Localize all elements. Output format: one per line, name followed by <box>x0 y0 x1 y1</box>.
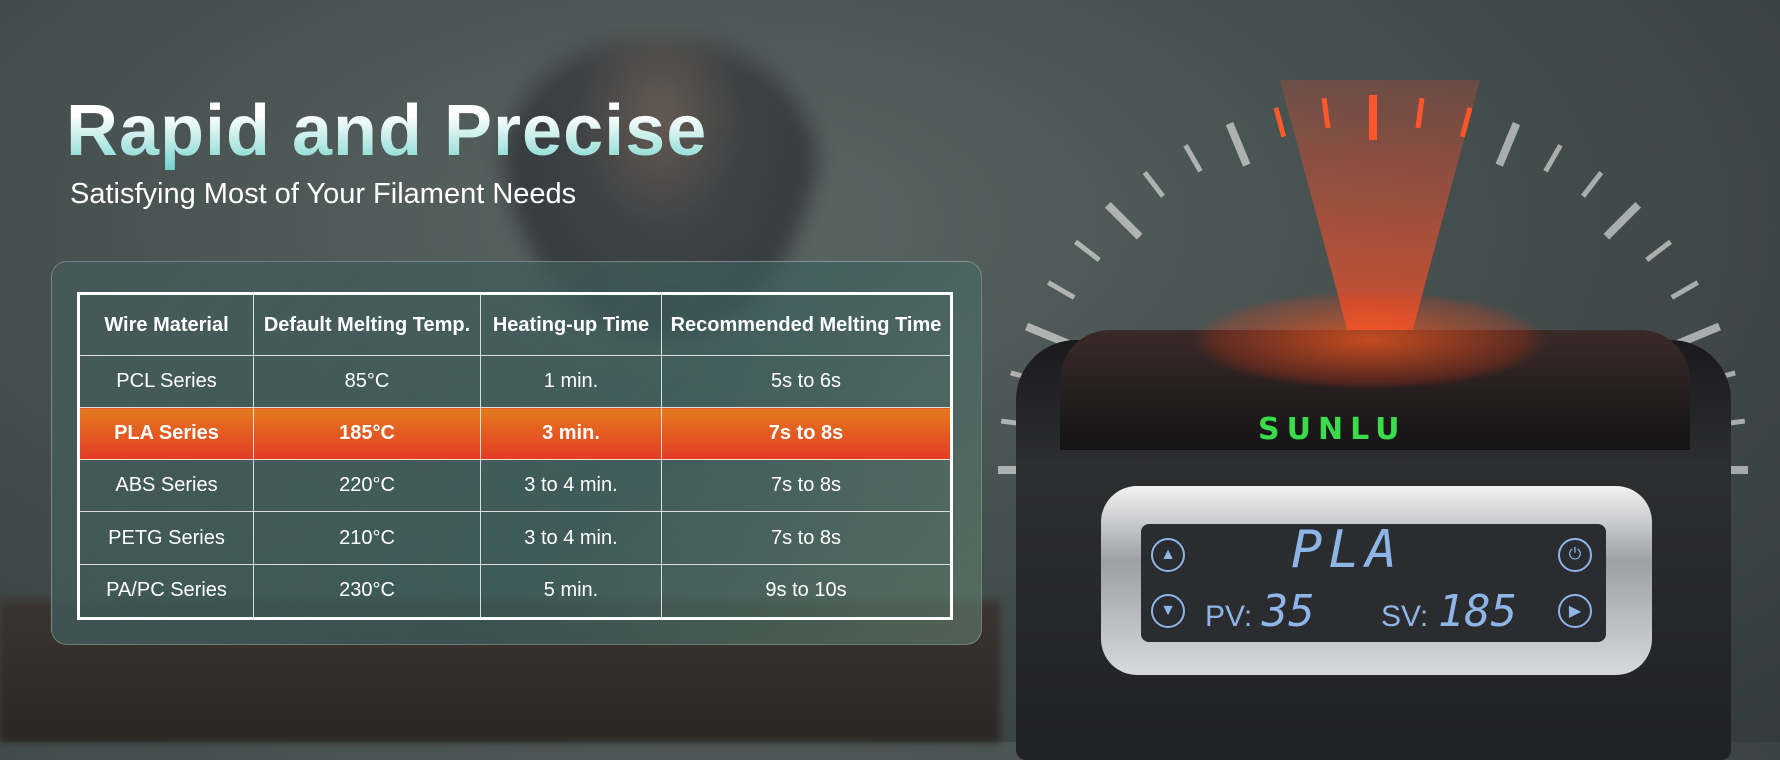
display-mode: PLA <box>1291 520 1403 580</box>
gauge-tick <box>1225 122 1251 167</box>
header-cell: Heating-up Time <box>480 293 662 356</box>
pv-label: PV: <box>1205 600 1253 633</box>
cell: 230°C <box>253 563 481 620</box>
cell: PCL Series <box>78 354 254 409</box>
gauge-tick <box>1495 122 1521 167</box>
gauge-tick <box>1581 170 1604 198</box>
headline-subtitle: Satisfying Most of Your Filament Needs <box>70 178 577 210</box>
header-cell: Wire Material <box>78 293 254 356</box>
filament-table: Wire Material Default Melting Temp. Heat… <box>77 292 953 620</box>
power-icon[interactable]: ⏻ <box>1558 538 1592 572</box>
table-header-row: Wire Material Default Melting Temp. Heat… <box>78 293 952 356</box>
cell: 210°C <box>253 511 481 565</box>
header-cell: Recommended Melting Time <box>661 293 952 356</box>
gauge-tick <box>1670 280 1700 300</box>
heat-ring-glow <box>1190 290 1550 390</box>
gauge-tick <box>1142 170 1165 198</box>
gauge-tick <box>1183 143 1203 173</box>
gauge-tick <box>1105 202 1143 240</box>
pv-value: 35 <box>1261 586 1315 637</box>
gauge-tick <box>1645 239 1673 262</box>
lcd-display: ▲ ▼ ⏻ ▶ PLA PV: 35 SV: 185 <box>1141 520 1606 642</box>
table-row-highlighted: PLA Series 185°C 3 min. 7s to 8s <box>78 407 952 461</box>
cell: PA/PC Series <box>78 563 254 620</box>
down-triangle-icon[interactable]: ▼ <box>1151 594 1185 628</box>
cell: 3 min. <box>480 407 662 461</box>
gauge-tick <box>1273 107 1287 138</box>
cell: 1 min. <box>480 354 662 409</box>
cell: 185°C <box>253 407 481 461</box>
headline-title: Rapid and Precise <box>66 91 708 171</box>
table-row: PA/PC Series 230°C 5 min. 9s to 10s <box>78 563 952 620</box>
gauge-tick <box>1603 202 1641 240</box>
cell: 5s to 6s <box>661 354 952 409</box>
cell: 7s to 8s <box>661 511 952 565</box>
play-icon[interactable]: ▶ <box>1558 594 1592 628</box>
cell: 3 to 4 min. <box>480 511 662 565</box>
cell: 85°C <box>253 354 481 409</box>
cell: 7s to 8s <box>661 459 952 513</box>
cell: 220°C <box>253 459 481 513</box>
gauge-tick <box>1046 280 1076 300</box>
up-triangle-icon[interactable]: ▲ <box>1151 538 1185 572</box>
brand-logo: SUNLU <box>1258 412 1407 447</box>
table-row: PCL Series 85°C 1 min. 5s to 6s <box>78 354 952 409</box>
sv-value: 185 <box>1437 586 1518 637</box>
cell: 7s to 8s <box>661 407 952 461</box>
gauge-tick <box>1543 143 1563 173</box>
cell: ABS Series <box>78 459 254 513</box>
cell: 5 min. <box>480 563 662 620</box>
cell: PLA Series <box>78 407 254 461</box>
header-cell: Default Melting Temp. <box>253 293 481 356</box>
cell: 3 to 4 min. <box>480 459 662 513</box>
gauge-tick <box>1073 239 1101 262</box>
sv-label: SV: <box>1381 600 1429 633</box>
table-row: PETG Series 210°C 3 to 4 min. 7s to 8s <box>78 511 952 565</box>
table-row: ABS Series 220°C 3 to 4 min. 7s to 8s <box>78 459 952 513</box>
cell: 9s to 10s <box>661 563 952 620</box>
cell: PETG Series <box>78 511 254 565</box>
